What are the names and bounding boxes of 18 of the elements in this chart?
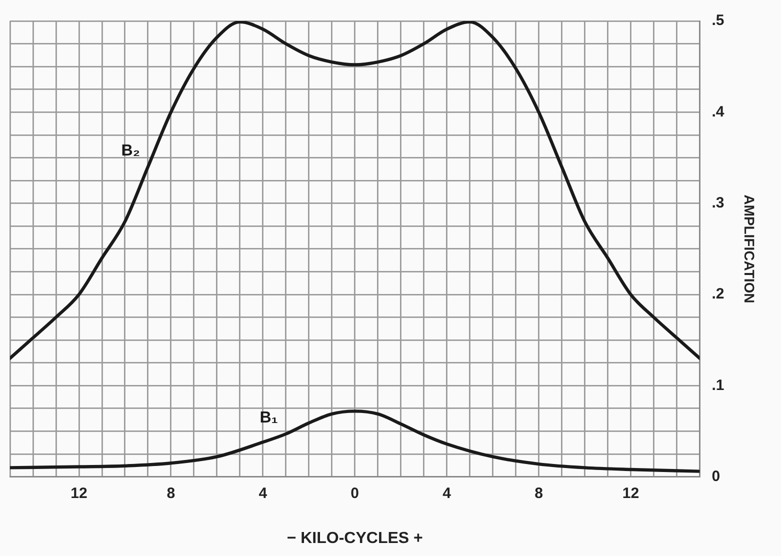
y-tick-label: .1: [712, 376, 724, 394]
y-tick-label: .5: [712, 12, 724, 30]
y-tick-label: .2: [712, 286, 724, 303]
x-axis-title: − KILO-CYCLES +: [286, 530, 423, 547]
x-tick-label: 4: [258, 484, 268, 502]
x-tick-label: 0: [350, 484, 360, 502]
x-tick-label: 4: [442, 484, 452, 502]
y-tick-label: 0: [712, 468, 720, 485]
series-label: B₂: [121, 142, 140, 160]
x-tick-label: 8: [166, 484, 176, 502]
line-series: [10, 410, 700, 473]
y-tick-label: .4: [712, 103, 725, 120]
x-tick-label: 12: [70, 484, 88, 502]
y-tick-label: .3: [712, 194, 724, 212]
series-label: B₁: [260, 409, 278, 426]
x-tick-label: 8: [534, 484, 543, 502]
y-axis-title: AMPLIFICATION: [742, 194, 758, 304]
x-tick-label: 12: [622, 484, 640, 502]
